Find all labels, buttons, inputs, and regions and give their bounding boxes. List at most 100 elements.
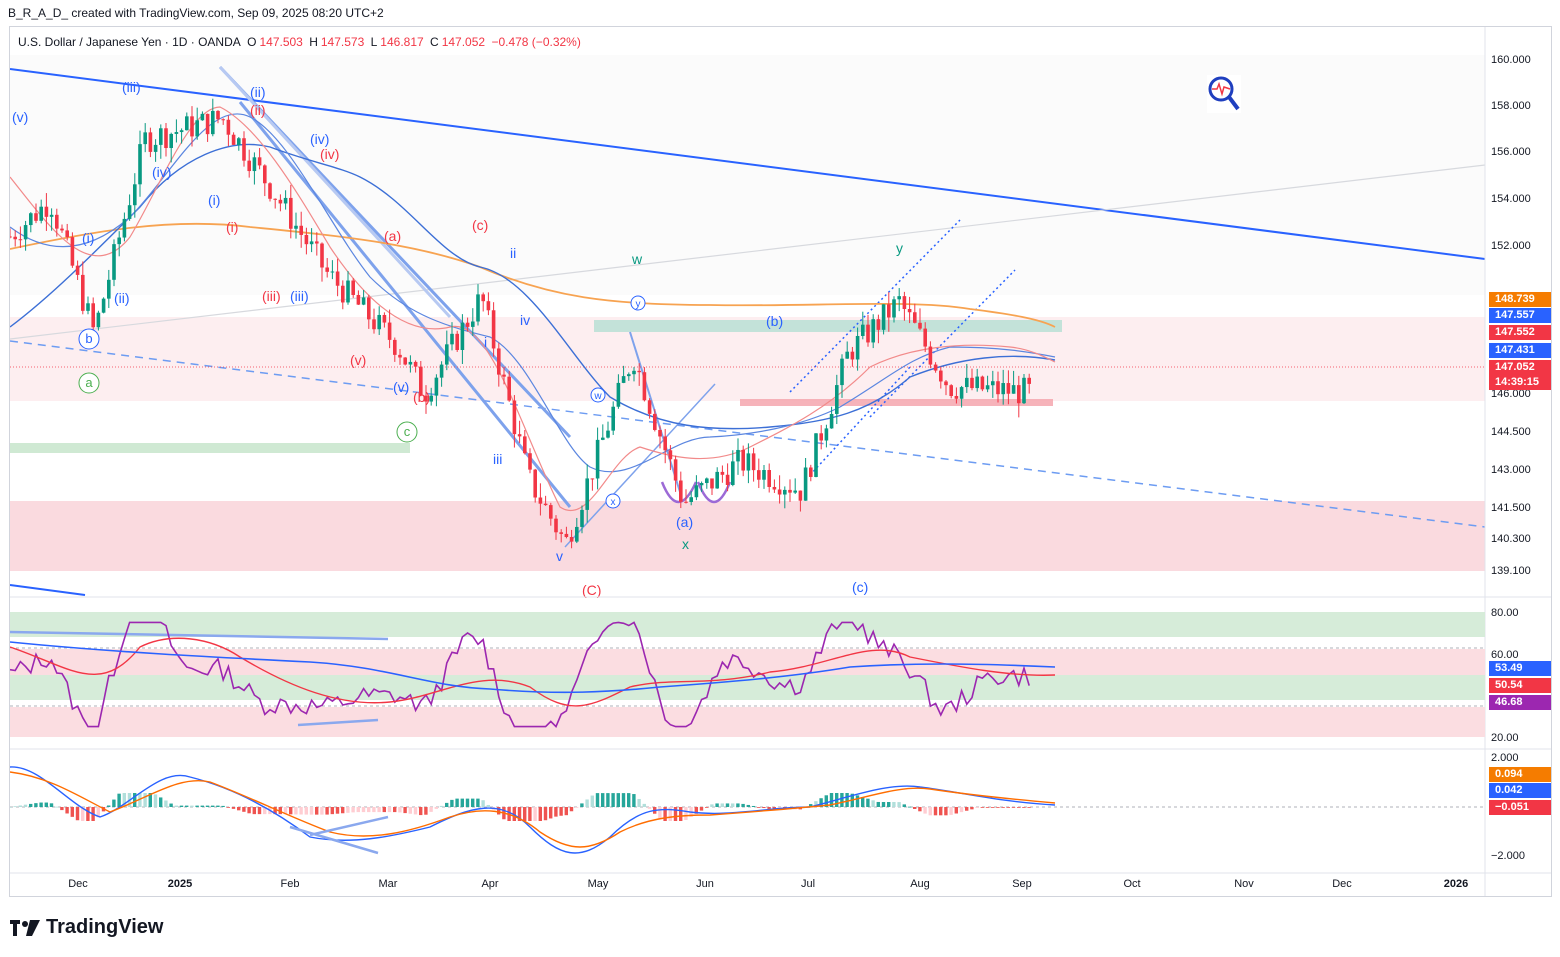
candle-body	[242, 138, 246, 161]
macd-hist-bar	[533, 807, 537, 821]
candle-body	[138, 144, 142, 185]
candle-body	[575, 526, 579, 542]
macd-hist-bar	[445, 802, 449, 807]
candle-body	[164, 128, 168, 149]
price-axis-label: 156.000	[1491, 146, 1531, 158]
time-axis-label: Aug	[910, 878, 930, 890]
candle-body	[902, 296, 907, 310]
candle-body	[424, 395, 428, 402]
macd-hist-bar	[637, 798, 641, 807]
candle-body	[18, 239, 23, 241]
chart-legend: U.S. Dollar / Japanese Yen · 1D · OANDA …	[18, 35, 584, 49]
candle-body	[356, 294, 361, 305]
price-tag: 147.052	[1489, 360, 1551, 375]
candle-body	[549, 505, 553, 519]
macd-hist-bar	[75, 807, 80, 821]
macd-hist-bar	[372, 807, 376, 813]
change-value: −0.478 (−0.32%)	[491, 35, 581, 49]
price-axis: 160.000 158.000 156.000 154.000 152.000 146.0…	[1491, 54, 1531, 577]
price-axis-label: 139.100	[1491, 565, 1531, 577]
rsi-zone-bottom	[10, 707, 1485, 737]
rsi-tag: 50.54	[1489, 678, 1551, 693]
macd-hist-bar	[424, 807, 428, 815]
candle-body	[455, 333, 459, 350]
macd-hist-bar	[289, 807, 293, 815]
wave-label: i	[484, 334, 487, 350]
candle-body	[471, 321, 475, 327]
macd-hist-bar	[356, 807, 360, 813]
candle-body	[481, 294, 485, 302]
candles-group	[10, 98, 1031, 549]
candle-body	[975, 376, 979, 389]
candle-body	[351, 280, 355, 295]
macd-hist-bar	[939, 807, 943, 816]
candle-body	[840, 358, 844, 386]
macd-hist-bar	[112, 799, 116, 807]
macd-hist-bar	[985, 807, 990, 808]
candle-body	[247, 160, 251, 172]
candle-body	[923, 328, 927, 347]
candle-body	[876, 319, 881, 330]
candle-body	[216, 110, 220, 120]
candle-body	[117, 237, 121, 245]
wave-label: (iii)	[122, 79, 141, 95]
candle-body	[538, 497, 543, 504]
chart-caption: B_R_A_D_ created with TradingView.com, S…	[8, 6, 384, 20]
candle-body	[460, 322, 465, 350]
candle-body	[585, 478, 589, 510]
candle-body	[554, 518, 558, 533]
chart-frame[interactable]: (v) (iii) (ii) (ii) (iv) (iv) (iv) (i) (i) (i) (ii…	[9, 26, 1552, 897]
macd-hist-bar	[471, 798, 475, 807]
wave-label: (i)	[226, 219, 238, 235]
wave-label: (iv)	[152, 164, 171, 180]
macd-hist-bar	[174, 805, 178, 807]
candle-body	[153, 144, 158, 152]
macd-hist-bar	[959, 807, 964, 813]
macd-hist-bar	[705, 807, 709, 808]
wave-label: (c)	[852, 579, 868, 595]
candle-body	[70, 237, 75, 266]
macd-hist-bar	[523, 807, 527, 821]
macd-axis-label: −2.000	[1491, 850, 1525, 862]
macd-hist-bar	[96, 807, 100, 818]
candle-body	[580, 509, 584, 527]
candle-body	[637, 370, 641, 373]
macd-hist-bar	[731, 803, 735, 807]
candle-body	[268, 183, 272, 199]
rsi-axis: 80.00 60.00 20.00	[1491, 607, 1519, 744]
candle-body	[13, 236, 17, 240]
tradingview-brand[interactable]: TradingView	[10, 916, 163, 939]
chart-svg[interactable]: (v)(iii) (ii)(ii)(iv)(iv)(iv)(i)(i)(i)(ii…	[10, 27, 1551, 896]
open-value: 147.503	[259, 35, 303, 49]
candle-body	[252, 157, 257, 172]
circled-label-ring	[78, 328, 100, 350]
low-label: L	[370, 35, 378, 49]
macd-hist-bar	[549, 807, 553, 819]
candle-body	[507, 376, 511, 401]
candle-body	[361, 297, 366, 305]
macd-hist-bar	[575, 807, 579, 808]
wave-label: ii	[510, 245, 516, 261]
macd-hist-bar	[10, 807, 12, 808]
candle-body	[320, 243, 324, 268]
macd-axis: 2.000 −2.000	[1491, 752, 1525, 862]
macd-hist-bar	[642, 803, 646, 807]
macd-hist-bar	[621, 793, 626, 807]
symbol-label[interactable]: U.S. Dollar / Japanese Yen · 1D · OANDA	[18, 35, 241, 49]
circled-label-text: c	[404, 424, 411, 439]
candle-body	[954, 395, 959, 399]
candle-body	[434, 377, 439, 396]
candle-body	[44, 206, 49, 217]
macd-hist-bar	[34, 803, 38, 807]
macd-hist-bar	[341, 807, 345, 814]
rising-line-w	[564, 383, 716, 548]
macd-hist-bar	[601, 793, 605, 807]
candle-body	[793, 490, 797, 493]
macd-hist-bar	[647, 807, 652, 809]
candle-body	[741, 449, 745, 471]
macd-hist-bar	[585, 799, 589, 807]
candle-body	[299, 225, 303, 235]
macd-hist-bar	[1022, 807, 1026, 808]
candle-body	[159, 128, 163, 145]
macd-hist-bar	[611, 793, 615, 807]
